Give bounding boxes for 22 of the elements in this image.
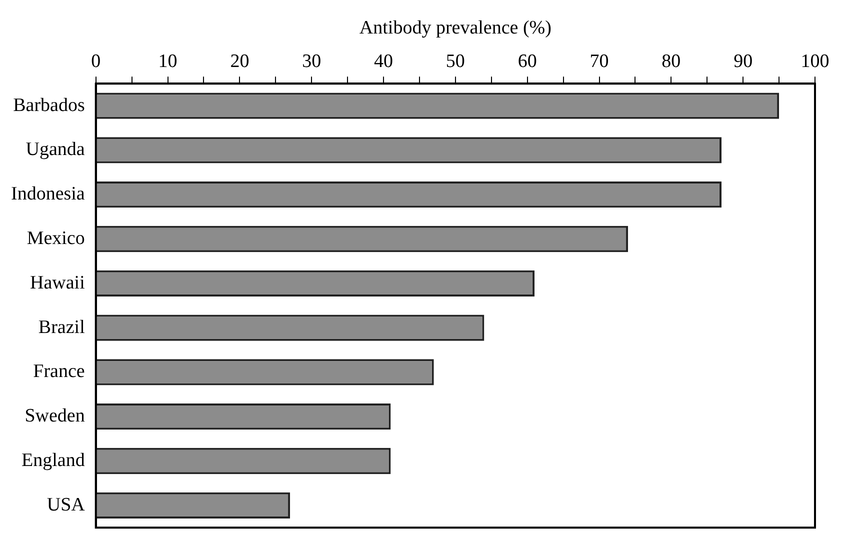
x-tick-label: 80 bbox=[662, 51, 681, 72]
y-tick-label: Sweden bbox=[24, 406, 86, 427]
y-tick-label: France bbox=[33, 361, 85, 382]
y-tick-label: USA bbox=[46, 494, 86, 516]
x-tick-label: 70 bbox=[590, 51, 609, 72]
x-tick-label: 90 bbox=[734, 51, 753, 72]
x-tick-label: 0 bbox=[91, 51, 101, 72]
x-tick-label: 60 bbox=[518, 51, 537, 72]
y-tick-label: Indonesia bbox=[10, 184, 86, 205]
x-tick-label: 50 bbox=[446, 51, 465, 72]
y-tick-label: Mexico bbox=[26, 228, 85, 249]
y-tick-label: England bbox=[22, 450, 86, 471]
x-axis-title: Antibody prevalence (%) bbox=[359, 17, 552, 38]
x-tick-label: 40 bbox=[374, 51, 394, 72]
y-tick-label: Hawaii bbox=[30, 272, 85, 294]
y-tick-label: Brazil bbox=[38, 316, 85, 338]
x-tick-label: 30 bbox=[302, 51, 322, 72]
y-tick-label: Barbados bbox=[13, 94, 85, 116]
x-tick-label: 20 bbox=[230, 51, 250, 72]
x-tick-label: 10 bbox=[158, 51, 178, 72]
y-tick-label: Uganda bbox=[26, 139, 86, 160]
x-tick-label: 100 bbox=[800, 51, 830, 72]
